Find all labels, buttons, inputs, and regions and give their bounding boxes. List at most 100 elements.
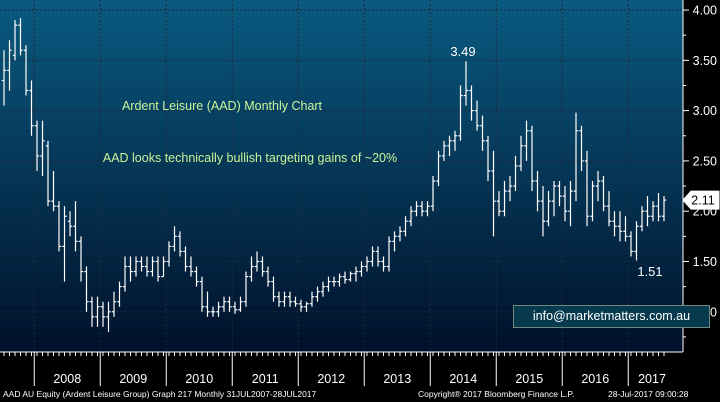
ohlc-bar bbox=[128, 256, 133, 282]
ohlc-bar bbox=[7, 40, 12, 91]
ohlc-bar bbox=[304, 301, 309, 312]
y-tick-label: 3.50 bbox=[693, 54, 717, 68]
ohlc-bar bbox=[397, 226, 403, 242]
ohlc-bar bbox=[117, 281, 122, 307]
ohlc-bar bbox=[348, 271, 353, 282]
ohlc-bar bbox=[408, 206, 414, 227]
ohlc-bar bbox=[359, 261, 364, 277]
ohlc-bar bbox=[469, 85, 474, 121]
ohlc-bar bbox=[403, 216, 408, 237]
ohlc-bar bbox=[364, 256, 370, 272]
ohlc-bar bbox=[535, 170, 540, 212]
ohlc-bar bbox=[463, 61, 469, 106]
ohlc-bar bbox=[573, 112, 579, 202]
ohlc-bar bbox=[150, 256, 155, 277]
x-axis: 2008 2009 2010 2011 2012 2013 2014 2015 2016 2017 bbox=[3, 352, 666, 386]
chart-subtitle: AAD looks technically bullish targeting … bbox=[103, 151, 397, 165]
ohlc-bar bbox=[639, 206, 645, 232]
ohlc-bar bbox=[18, 18, 23, 56]
ohlc-bar bbox=[194, 266, 199, 287]
ohlc-bar bbox=[634, 221, 639, 261]
ohlc-bar bbox=[73, 201, 78, 252]
year-label: 2015 bbox=[515, 372, 543, 386]
chart-title: Ardent Leisure (AAD) Monthly Chart bbox=[122, 99, 323, 113]
ohlc-bar bbox=[650, 201, 656, 222]
ohlc-bar bbox=[89, 296, 95, 327]
year-label: 2011 bbox=[252, 372, 279, 386]
ohlc-bar bbox=[617, 211, 623, 242]
ohlc-bar bbox=[496, 191, 502, 217]
footer-security-info: AAD AU Equity (Ardent Leisure Group) Gra… bbox=[3, 389, 317, 399]
ohlc-bar bbox=[370, 246, 375, 267]
ohlc-bar bbox=[590, 181, 595, 222]
ohlc-bar bbox=[40, 120, 45, 176]
ohlc-bar bbox=[227, 296, 232, 312]
ohlc-bar bbox=[51, 170, 56, 212]
ohlc-bar bbox=[485, 135, 491, 182]
ohlc-bar bbox=[628, 231, 634, 257]
ohlc-bar bbox=[447, 135, 452, 156]
ohlc-bar bbox=[507, 176, 513, 202]
ohlc-bar bbox=[265, 266, 271, 287]
ohlc-bar bbox=[568, 181, 573, 227]
footer-timestamp: 28-Jul-2017 09:00:28 bbox=[608, 389, 689, 399]
ohlc-bar bbox=[491, 150, 496, 237]
ohlc-bar bbox=[293, 296, 298, 307]
footer-copyright: Copyright® 2017 Bloomberg Finance L.P. bbox=[418, 389, 575, 399]
ohlc-bar bbox=[540, 186, 546, 237]
ohlc-bar bbox=[342, 271, 348, 284]
ohlc-bar bbox=[260, 256, 265, 277]
ohlc-bar bbox=[326, 276, 331, 292]
ohlc-bar bbox=[166, 241, 172, 267]
ohlc-bar bbox=[430, 176, 436, 212]
ohlc-bar bbox=[62, 206, 67, 282]
ohlc-bar bbox=[29, 80, 34, 136]
ohlc-bar bbox=[595, 170, 601, 202]
ohlc-bar bbox=[106, 301, 111, 332]
ohlc-bar bbox=[56, 201, 62, 252]
ohlc-bar bbox=[606, 191, 612, 227]
year-label: 2013 bbox=[383, 372, 411, 386]
plot-background bbox=[0, 0, 683, 352]
ohlc-bar bbox=[67, 211, 73, 237]
ohlc-bar bbox=[353, 266, 359, 282]
last-price-marker bbox=[682, 190, 720, 210]
ohlc-bar bbox=[122, 256, 128, 292]
ohlc-bar bbox=[502, 181, 507, 217]
ohlc-bar bbox=[375, 246, 381, 267]
y-tick-label: 2.50 bbox=[693, 154, 717, 168]
year-label: 2012 bbox=[317, 372, 345, 386]
ohlc-bar bbox=[623, 216, 628, 242]
ohlc-bar bbox=[381, 256, 386, 272]
ohlc-bar bbox=[612, 211, 617, 237]
ohlc-bar bbox=[177, 231, 183, 257]
low-annotation: 1.51 bbox=[637, 264, 662, 279]
ohlc-bar bbox=[183, 246, 188, 272]
y-tick-label: 4.00 bbox=[693, 4, 717, 18]
ohlc-bar bbox=[238, 296, 243, 312]
year-label: 2010 bbox=[185, 372, 213, 386]
ohlc-bar bbox=[276, 291, 282, 307]
ohlc-bar bbox=[419, 201, 425, 217]
ohlc-bar bbox=[529, 125, 535, 192]
ohlc-bar bbox=[557, 181, 562, 207]
ohlc-bar bbox=[188, 256, 194, 277]
ohlc-bar bbox=[205, 291, 210, 317]
ohlc-bar bbox=[45, 140, 51, 207]
year-label: 2016 bbox=[581, 372, 609, 386]
ohlc-bar bbox=[656, 193, 661, 222]
ohlc-bar bbox=[661, 196, 667, 222]
ohlc-bar bbox=[386, 236, 392, 272]
ohlc-bar bbox=[645, 196, 650, 227]
ohlc-bar bbox=[584, 150, 590, 227]
ohlc-bar bbox=[144, 256, 150, 277]
ohlc-bar bbox=[546, 191, 551, 227]
y-tick-label: 3.00 bbox=[693, 104, 717, 118]
ohlc-bar bbox=[337, 273, 342, 287]
ohlc-bar bbox=[551, 181, 557, 217]
ohlc-bar bbox=[95, 296, 100, 327]
ohlc-bars bbox=[1, 18, 667, 332]
ohlc-bar bbox=[518, 135, 524, 171]
price-chart: 4.003.503.002.502.001.501.00 20082009201… bbox=[0, 0, 720, 386]
ohlc-bar bbox=[161, 256, 166, 278]
